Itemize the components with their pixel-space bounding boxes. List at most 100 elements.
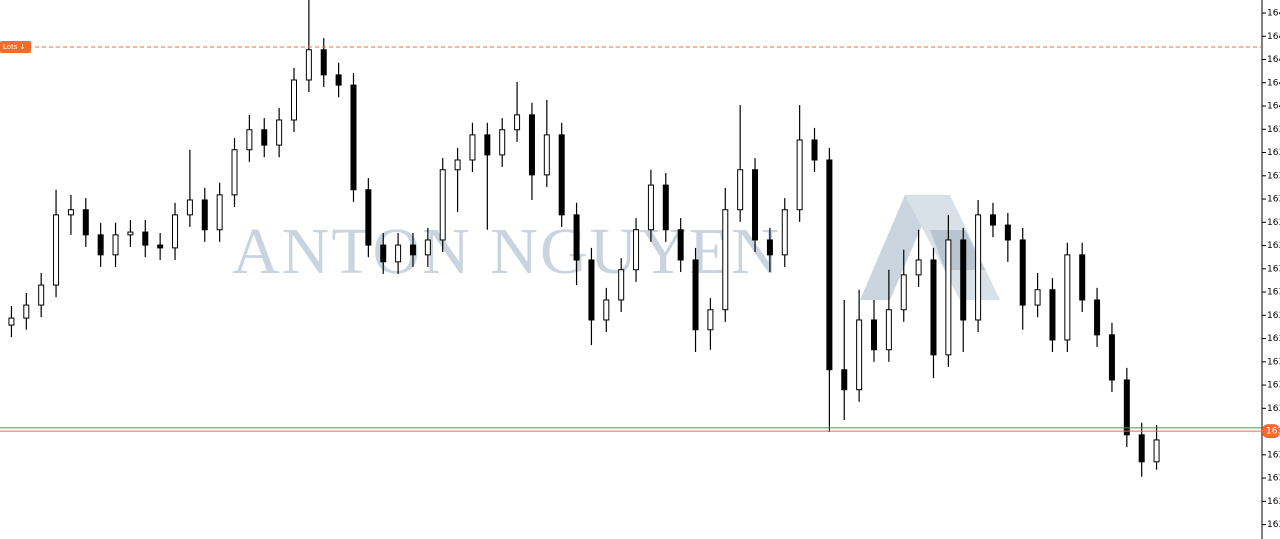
candle-body: [186, 199, 193, 216]
candle-body: [305, 49, 312, 81]
price-tag-label: 163: [1266, 427, 1280, 437]
y-tick-label: 163: [1267, 264, 1280, 274]
candle-body: [1079, 254, 1086, 301]
candle-body: [930, 259, 937, 356]
candle-body: [291, 79, 297, 121]
candle-body: [23, 304, 30, 319]
candle-body: [573, 214, 580, 261]
candle-body: [484, 134, 491, 156]
candle-body: [871, 319, 877, 351]
candle-body: [528, 114, 535, 176]
candle-body: [201, 199, 208, 231]
candle-body: [766, 239, 773, 256]
candle-body: [1138, 434, 1145, 463]
y-tick-label: 163: [1267, 357, 1280, 367]
watermark: ANTON NGUYEN: [232, 215, 781, 288]
candle-body: [1049, 289, 1056, 341]
candle-body: [662, 184, 669, 231]
line-label-bg: [0, 40, 31, 53]
candle-body: [514, 114, 521, 131]
candle-body: [915, 259, 922, 276]
y-tick-label: 163: [1267, 148, 1280, 158]
candle-body: [945, 239, 952, 356]
candle-body: [1004, 224, 1011, 241]
y-tick-label: 164: [1267, 32, 1280, 42]
candle-body: [172, 214, 179, 249]
candle-body: [142, 231, 149, 246]
candle-body: [439, 169, 446, 241]
y-tick-label: 163: [1267, 288, 1280, 298]
candle-body: [424, 239, 431, 256]
y-tick-label: 163: [1267, 334, 1280, 344]
candle-body: [543, 134, 550, 176]
y-tick-label: 163: [1267, 474, 1280, 484]
candle-body: [781, 209, 788, 256]
candle-body: [1108, 334, 1115, 381]
candle-body: [1123, 379, 1130, 436]
y-tick-label: 163: [1267, 404, 1280, 414]
candle-body: [752, 169, 759, 241]
candle-body: [885, 309, 892, 351]
candle-body: [231, 149, 238, 196]
candle-body: [1153, 439, 1160, 463]
candle-body: [350, 84, 357, 191]
candle-body: [38, 284, 45, 306]
candle-body: [395, 244, 402, 263]
candle-body: [856, 319, 863, 391]
candle-body: [647, 184, 654, 231]
y-tick-label: 163: [1267, 125, 1280, 135]
y-tick-label: 163: [1267, 520, 1280, 530]
candle-body: [276, 119, 283, 146]
candle-body: [335, 74, 342, 86]
candle-body: [261, 129, 268, 146]
y-tick-label: 164: [1267, 55, 1280, 65]
candle-body: [588, 259, 595, 321]
candle-body: [707, 309, 714, 331]
candle-body: [603, 299, 610, 321]
candle-body: [320, 49, 327, 76]
candle-body: [8, 317, 15, 326]
y-tick-label: 163: [1267, 311, 1280, 321]
y-tick-label: 163: [1267, 218, 1280, 228]
line-label: Lots ↓: [3, 43, 26, 51]
candle-body: [380, 244, 387, 263]
candle-body: [454, 159, 461, 171]
candle-body: [1064, 254, 1071, 341]
candle-body: [677, 229, 684, 261]
y-tick-label: 164: [1267, 102, 1280, 112]
candle-body: [216, 194, 223, 231]
y-tick-label: 163: [1267, 171, 1280, 181]
y-tick-label: 163: [1267, 241, 1280, 251]
y-tick-label: 164: [1267, 9, 1280, 19]
candle-body: [82, 209, 89, 236]
candle-body: [246, 129, 253, 151]
candle-body: [1034, 289, 1041, 306]
candle-body: [53, 214, 60, 286]
y-tick-label: 163: [1267, 450, 1280, 460]
y-tick-label: 163: [1267, 497, 1280, 507]
candle-body: [112, 234, 119, 256]
candle-body: [1019, 239, 1026, 306]
y-tick-label: 163: [1267, 381, 1280, 391]
candle-body: [1094, 299, 1101, 336]
candle-body: [975, 214, 982, 321]
candle-body: [618, 269, 625, 301]
candle-body: [692, 259, 699, 331]
candle-body: [127, 231, 134, 236]
y-tick-label: 163: [1267, 195, 1280, 205]
candle-body: [633, 229, 640, 271]
candle-body: [67, 209, 74, 216]
candle-body: [811, 139, 818, 161]
candle-body: [97, 234, 104, 256]
candle-body: [841, 369, 848, 391]
candle-body: [365, 189, 372, 246]
y-tick-label: 164: [1267, 78, 1280, 88]
candle-body: [900, 274, 907, 311]
candle-body: [826, 159, 833, 371]
candle-body: [499, 129, 506, 156]
candle-body: [469, 134, 476, 161]
candle-body: [796, 139, 803, 211]
price-tag: [1262, 424, 1280, 439]
